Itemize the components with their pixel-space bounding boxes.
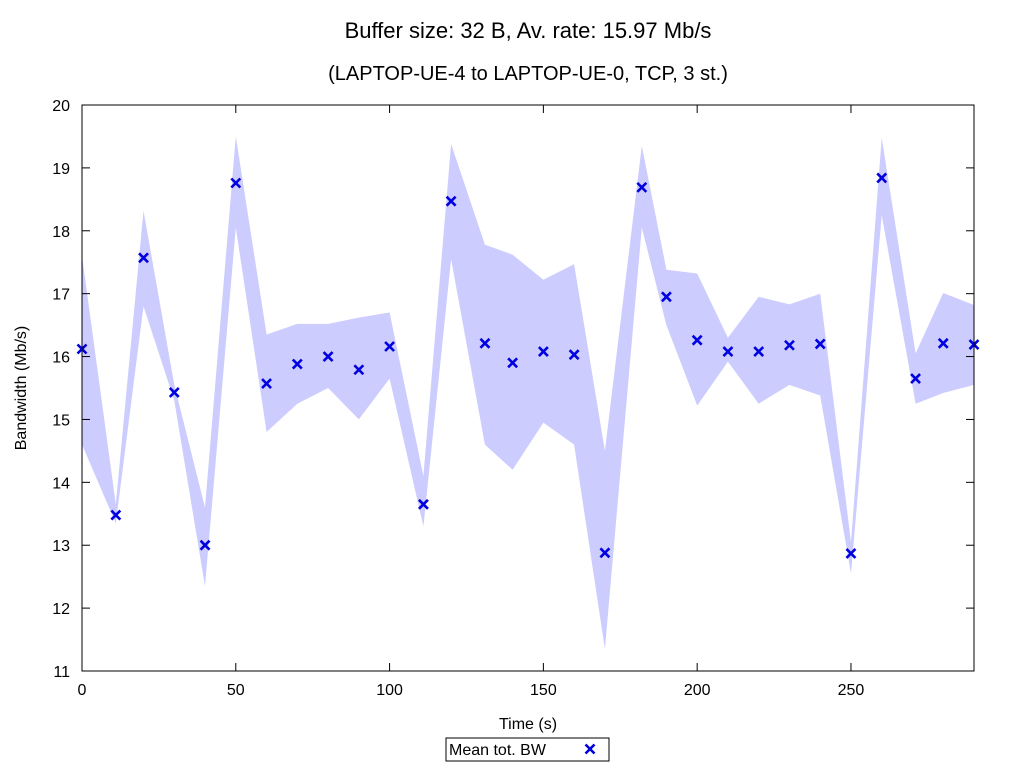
legend-box — [445, 737, 610, 762]
y-tick-label: 11 — [53, 664, 70, 681]
y-tick-label: 16 — [52, 350, 70, 367]
data-point — [910, 373, 921, 384]
data-point — [568, 349, 580, 361]
data-point — [110, 509, 122, 521]
data-point — [230, 177, 242, 189]
data-point — [876, 172, 888, 184]
x-tick-label: 50 — [227, 682, 245, 699]
data-point — [138, 252, 149, 264]
data-point — [353, 364, 365, 376]
legend: Mean tot. BW — [445, 737, 610, 762]
data-point — [507, 357, 519, 369]
data-point — [445, 195, 457, 207]
data-points-layer — [76, 172, 980, 559]
y-tick-label: 17 — [52, 287, 70, 304]
data-point — [784, 339, 795, 351]
data-point — [479, 337, 491, 349]
data-point — [722, 346, 734, 357]
data-point — [261, 378, 272, 390]
chart-subtitle: (LAPTOP-UE-4 to LAPTOP-UE-0, TCP, 3 st.) — [328, 63, 728, 85]
data-point — [599, 547, 611, 559]
data-point — [753, 346, 765, 357]
data-point — [814, 338, 826, 350]
x-tick-label: 0 — [78, 682, 87, 699]
data-point — [636, 181, 648, 193]
y-tick-label: 15 — [52, 412, 70, 429]
data-point — [384, 341, 396, 352]
data-point — [691, 334, 703, 346]
data-point — [291, 358, 303, 370]
data-point — [418, 498, 429, 510]
y-tick-label: 13 — [52, 538, 70, 555]
confidence-band — [82, 136, 974, 649]
chart-title: Buffer size: 32 B, Av. rate: 15.97 Mb/s — [345, 18, 712, 43]
x-tick-label: 100 — [376, 682, 403, 699]
legend-marker-x — [584, 743, 596, 755]
legend-label: Mean tot. BW — [449, 742, 547, 759]
y-tick-label: 19 — [52, 161, 70, 178]
legend-marker-icon — [584, 743, 596, 755]
x-axis-label: Time (s) — [499, 716, 557, 733]
data-point — [660, 291, 672, 303]
data-point — [937, 337, 949, 349]
y-tick-labels: 11 12 13 14 15 16 17 18 19 20 — [52, 98, 70, 681]
y-axis-label: Bandwidth (Mb/s) — [13, 326, 30, 451]
x-tick-label: 150 — [530, 682, 557, 699]
data-point — [199, 539, 211, 551]
y-tick-label: 18 — [52, 224, 70, 241]
y-tick-label: 20 — [52, 98, 70, 115]
y-tick-label: 12 — [52, 601, 70, 618]
confidence-band-layer — [82, 136, 974, 649]
data-point — [537, 346, 549, 357]
plot-frame — [81, 104, 975, 672]
y-tick-label: 14 — [52, 475, 70, 492]
x-tick-label: 200 — [684, 682, 711, 699]
data-point — [168, 386, 180, 398]
x-tick-labels: 0 50 100 150 200 250 — [78, 682, 865, 699]
x-tick-label: 250 — [838, 682, 865, 699]
data-point — [322, 351, 334, 362]
data-point — [845, 547, 857, 559]
